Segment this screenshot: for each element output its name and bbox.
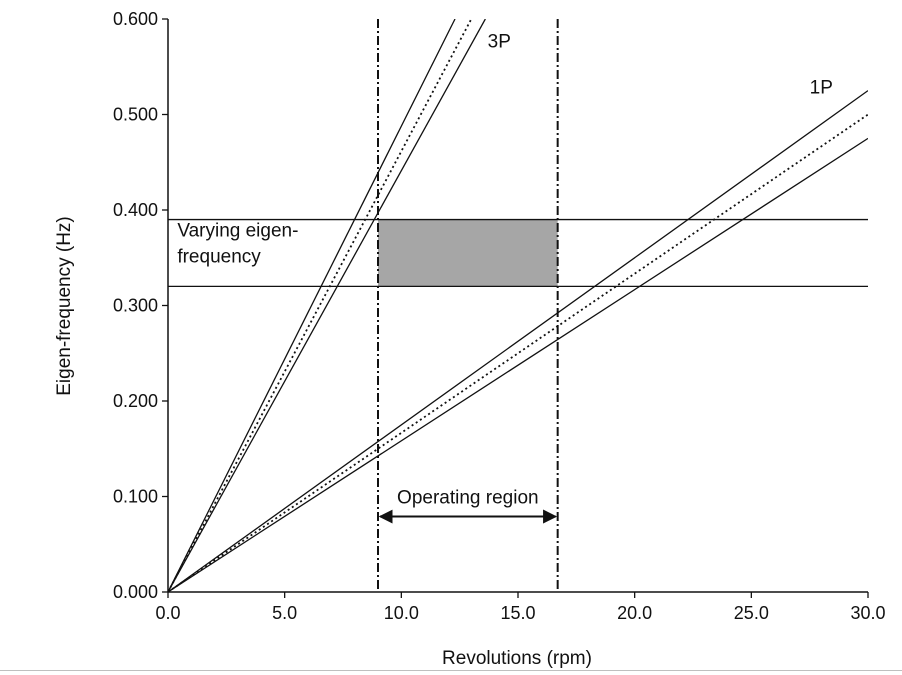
shaded-region-layer	[378, 219, 558, 287]
horizontal-lines-layer	[168, 218, 868, 288]
label-1p: 1P	[810, 77, 833, 98]
y-tick-label: 0.300	[113, 296, 158, 316]
varying-eigenfrequency-label-line2: frequency	[177, 247, 261, 268]
label-3p: 3P	[488, 32, 511, 53]
x-tick-label: 10.0	[384, 603, 419, 623]
x-axis-label: Revolutions (rpm)	[442, 648, 592, 669]
operating-region-label: Operating region	[397, 488, 539, 509]
x-tick-label: 5.0	[272, 603, 297, 623]
varying-eigenfrequency-label-line1: Varying eigen-	[177, 221, 298, 242]
y-tick-label: 0.600	[113, 9, 158, 29]
x-tick-label: 0.0	[155, 603, 180, 623]
bottom-divider	[0, 670, 902, 671]
x-tick-label: 25.0	[734, 603, 769, 623]
y-tick-label: 0.200	[113, 391, 158, 411]
series-line-1p-solid-5	[168, 137, 868, 592]
shaded-operating-band	[378, 219, 558, 287]
y-tick-label: 0.400	[113, 200, 158, 220]
series-layer	[168, 19, 868, 592]
y-tick-label: 0.500	[113, 105, 158, 125]
series-line-3p-dotted-1	[168, 19, 473, 592]
vertical-lines-layer	[377, 19, 559, 592]
x-tick-label: 30.0	[850, 603, 885, 623]
y-tick-label: 0.000	[113, 582, 158, 602]
operating-region-label-background	[394, 486, 542, 510]
series-line-3p-solid-2	[168, 19, 486, 592]
x-tick-label: 15.0	[500, 603, 535, 623]
series-line-1p-dotted-4	[168, 113, 868, 592]
series-line-1p-solid-3	[168, 90, 868, 592]
series-line-3p-solid-0	[168, 19, 456, 592]
y-tick-label: 0.100	[113, 487, 158, 507]
ticks-layer: 0.0 5.0 10.0 15.0 20.0 25.0 30.0 0.000 0.100 0.20…	[113, 9, 886, 623]
annotations-layer: 3P 1P Varying eigen-frequency Operating reg…	[177, 32, 833, 524]
y-axis-label: Eigen-frequency (Hz)	[54, 216, 75, 396]
x-tick-label: 20.0	[617, 603, 652, 623]
